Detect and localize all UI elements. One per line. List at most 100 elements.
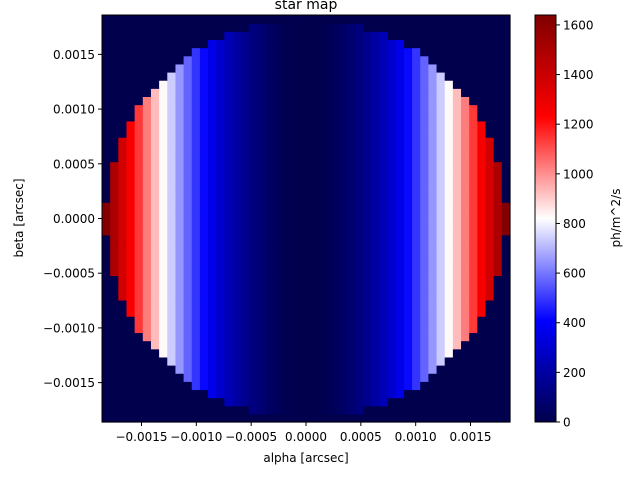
heatmap-cell: [444, 413, 454, 423]
heatmap-cell: [159, 128, 168, 138]
heatmap-cell: [273, 389, 283, 399]
heatmap-cell: [167, 373, 177, 382]
heatmap-cell: [436, 71, 446, 81]
heatmap-cell: [159, 23, 168, 32]
heatmap-cell: [412, 210, 421, 220]
heatmap-cell: [208, 381, 217, 391]
heatmap-cell: [444, 210, 454, 220]
heatmap-cell: [420, 137, 429, 146]
heatmap-cell: [257, 185, 266, 195]
heatmap-cell: [501, 194, 511, 203]
heatmap-cell: [265, 120, 274, 130]
heatmap-cell: [289, 316, 299, 325]
heatmap-cell: [338, 373, 348, 382]
heatmap-cell: [216, 153, 225, 163]
heatmap-cell: [420, 47, 429, 57]
heatmap-cell: [199, 202, 209, 211]
heatmap-cell: [150, 340, 160, 350]
heatmap-cell: [183, 405, 193, 415]
heatmap-cell: [371, 96, 381, 106]
heatmap-cell: [216, 63, 225, 73]
heatmap-cell: [322, 145, 332, 154]
heatmap-cell: [314, 324, 323, 334]
heatmap-cell: [273, 348, 283, 358]
heatmap-cell: [224, 316, 234, 325]
heatmap-cell: [142, 80, 152, 89]
heatmap-cell: [444, 259, 454, 268]
heatmap-cell: [248, 275, 258, 285]
heatmap-cell: [216, 71, 225, 81]
heatmap-cell: [281, 169, 291, 179]
heatmap-cell: [354, 104, 364, 114]
heatmap-cell: [265, 153, 274, 163]
heatmap-cell: [297, 251, 307, 260]
heatmap-cell: [175, 23, 185, 32]
heatmap-cell: [159, 120, 168, 130]
heatmap-cell: [118, 112, 128, 122]
heatmap-cell: [167, 389, 177, 399]
heatmap-cell: [354, 251, 364, 260]
heatmap-cell: [436, 308, 446, 317]
heatmap-cell: [248, 218, 258, 228]
heatmap-cell: [420, 365, 429, 374]
heatmap-cell: [240, 31, 250, 41]
heatmap-cell: [216, 47, 225, 57]
heatmap-cell: [395, 55, 405, 65]
heatmap-cell: [281, 71, 291, 81]
heatmap-cell: [428, 71, 438, 81]
heatmap-cell: [167, 63, 177, 73]
heatmap-cell: [436, 397, 446, 407]
heatmap-cell: [363, 80, 372, 89]
heatmap-cell: [102, 145, 111, 154]
heatmap-cell: [387, 137, 397, 146]
heatmap-cell: [297, 356, 307, 366]
heatmap-cell: [232, 251, 242, 260]
heatmap-cell: [142, 405, 152, 415]
heatmap-cell: [379, 291, 389, 301]
heatmap-cell: [354, 112, 364, 122]
heatmap-cell: [461, 128, 470, 138]
heatmap-cell: [444, 397, 454, 407]
heatmap-cell: [477, 153, 487, 163]
heatmap-cell: [175, 120, 185, 130]
heatmap-cell: [208, 202, 217, 211]
heatmap-cell: [387, 413, 397, 423]
heatmap-cell: [387, 185, 397, 195]
heatmap-cell: [142, 332, 152, 342]
heatmap-cell: [452, 202, 462, 211]
heatmap-cell: [110, 316, 119, 325]
heatmap-cell: [208, 356, 217, 366]
heatmap-cell: [444, 291, 454, 301]
heatmap-cell: [199, 185, 209, 195]
heatmap-cell: [306, 373, 315, 382]
colorbar-tick-label: 400: [563, 316, 586, 330]
heatmap-cell: [265, 291, 274, 301]
heatmap-cell: [289, 397, 299, 407]
heatmap-cell: [248, 96, 258, 106]
heatmap-cell: [436, 267, 446, 277]
heatmap-cell: [216, 23, 225, 32]
heatmap-cell: [379, 267, 389, 277]
heatmap-cell: [199, 275, 209, 285]
heatmap-cell: [461, 365, 470, 374]
heatmap-cell: [248, 405, 258, 415]
heatmap-cell: [306, 55, 315, 65]
heatmap-cell: [346, 23, 356, 32]
heatmap-cell: [142, 251, 152, 260]
heatmap-cell: [403, 332, 413, 342]
heatmap-cell: [248, 397, 258, 407]
heatmap-cell: [240, 218, 250, 228]
heatmap-cell: [493, 31, 503, 41]
heatmap-cell: [346, 389, 356, 399]
heatmap-cell: [314, 194, 323, 203]
heatmap-cell: [248, 210, 258, 220]
heatmap-cell: [289, 405, 299, 415]
heatmap-cell: [240, 153, 250, 163]
heatmap-cell: [346, 185, 356, 195]
heatmap-cell: [142, 31, 152, 41]
heatmap-cell: [379, 194, 389, 203]
heatmap-cell: [232, 226, 242, 236]
heatmap-cell: [175, 283, 185, 293]
heatmap-cell: [371, 39, 381, 49]
